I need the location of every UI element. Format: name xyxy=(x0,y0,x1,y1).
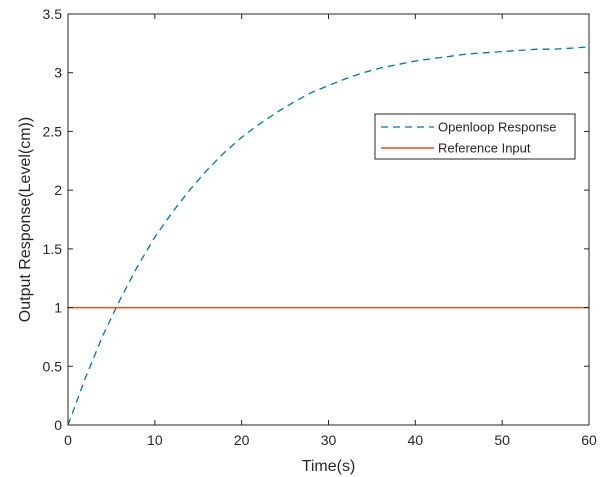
x-axis-label: Time(s) xyxy=(302,458,356,475)
plot-area xyxy=(68,14,589,425)
series-line-openloop-response xyxy=(67,46,590,426)
y-tick-label: 1 xyxy=(54,300,62,316)
legend-label-openloop-response: Openloop Response xyxy=(438,120,557,135)
x-tick-label: 50 xyxy=(494,432,510,448)
x-tick-layer: 0 10 20 30 40 50 60 xyxy=(64,14,597,448)
y-tick-label: 0.5 xyxy=(43,358,63,374)
legend: Openloop Response Reference Input xyxy=(374,113,576,160)
y-tick-label: 2 xyxy=(54,182,62,198)
y-tick-label: 1.5 xyxy=(43,241,63,257)
y-tick-label: 3 xyxy=(54,65,62,81)
y-tick-label: 0 xyxy=(54,417,62,433)
legend-label-reference-input: Reference Input xyxy=(438,141,531,156)
x-tick-label: 10 xyxy=(147,432,163,448)
y-tick-layer: 0 0.5 1 1.5 2 2.5 3 3.5 xyxy=(43,6,589,433)
x-tick-label: 40 xyxy=(408,432,424,448)
series-layer xyxy=(67,46,590,426)
legend-box xyxy=(374,113,576,160)
y-tick-label: 3.5 xyxy=(43,6,63,22)
x-tick-label: 0 xyxy=(64,432,72,448)
x-tick-label: 60 xyxy=(581,432,597,448)
x-tick-label: 20 xyxy=(234,432,250,448)
y-axis-label: Output Response(Level(cm)) xyxy=(17,117,34,322)
y-tick-label: 2.5 xyxy=(43,123,63,139)
x-tick-label: 30 xyxy=(321,432,337,448)
